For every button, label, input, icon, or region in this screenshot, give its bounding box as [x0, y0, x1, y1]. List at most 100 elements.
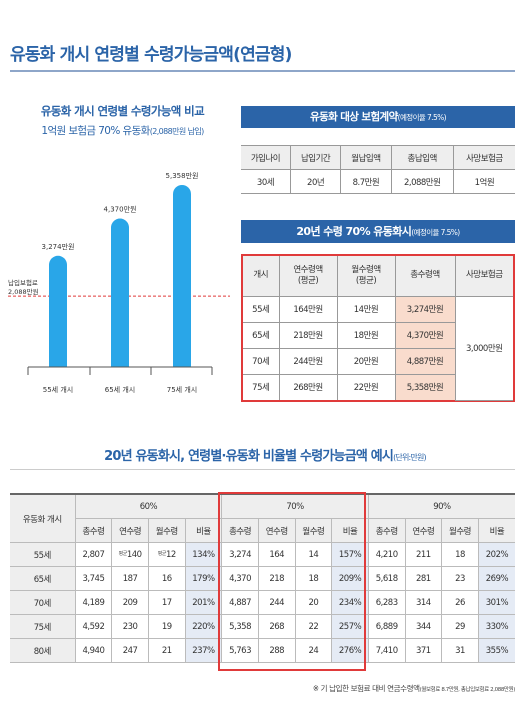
table-header-row: 개시 연수령액 (평균) 월수령액 (평균) 총수령액 사망보험금: [243, 256, 513, 297]
table-cell: 4,940: [74, 638, 113, 663]
age-cell: 55세: [10, 542, 76, 567]
group-header-70: 70%: [221, 494, 369, 519]
header-cell: 총수령액: [394, 256, 456, 297]
insurance-contract-banner-title: 유동화 대상 보험계약: [310, 111, 398, 123]
table-cell: 18: [294, 566, 333, 591]
reference-label: 납입보험료: [8, 278, 38, 287]
subheader-cell: 비율: [331, 518, 369, 543]
table-cell: 1억원: [452, 169, 515, 194]
table-cell: 244: [257, 590, 296, 615]
subheader-cell: 총수령: [221, 518, 259, 543]
table-cell: 257%: [331, 614, 369, 639]
liquidation-banner-rate: (예정이율 7.5%): [411, 228, 460, 237]
age-cell: 80세: [10, 638, 76, 663]
table-cell: 4,370만원: [394, 321, 455, 349]
age-cell: 65세: [10, 566, 76, 591]
table-cell: 5,763: [221, 638, 259, 663]
table-cell: 2,088만원: [390, 169, 454, 194]
example-table-unit: (단위:만원): [393, 453, 427, 462]
subheader-cell: 비율: [184, 518, 223, 543]
table-cell: 70세: [243, 347, 280, 375]
table-group-header-row: 유동화 개시 60% 70% 90%: [10, 494, 515, 543]
header-cell: 가입나이: [241, 145, 291, 170]
table-row: 75세 4,592 230 19 220% 5,358 268 22 257% 6,889 344 2…: [10, 614, 515, 639]
table-subheader-row: 총수령 연수령 월수령 비율 총수령 연수령 월수령 비율 총수령 연수령 월수령 비율: [10, 518, 515, 543]
table-cell: 4,189: [74, 590, 113, 615]
table-cell: 18: [441, 542, 479, 567]
table-cell: 234%: [331, 590, 369, 615]
table-cell: 281: [404, 566, 443, 591]
table-row: 55세 164만원 14만원 3,274만원 3,000만원: [243, 295, 513, 401]
table-cell: 276%: [331, 638, 369, 663]
table-cell: 355%: [477, 638, 515, 663]
table-cell: 2,807: [74, 542, 113, 567]
table-cell: 14: [294, 542, 333, 567]
bar: [111, 218, 129, 367]
insurance-contract-table: 가입나이 납입기간 월납입액 총납입액 사망보험금 30세 20년 8.7만원 …: [241, 145, 515, 194]
death-benefit-cell: 3,000만원: [454, 295, 513, 401]
table-cell: 4,210: [367, 542, 406, 567]
table-cell: 157%: [331, 542, 369, 567]
average-note: 평균: [118, 550, 128, 557]
bar-base: [173, 357, 191, 367]
table-cell: 237%: [184, 638, 223, 663]
table-row: 70세 4,189 209 17 201% 4,887 244 20 234% 6,283 314 2…: [10, 590, 515, 615]
table-header-row: 가입나이 납입기간 월납입액 총납입액 사망보험금: [241, 145, 515, 170]
table-cell: 17: [147, 590, 186, 615]
table-cell: 55세: [243, 295, 280, 323]
subheader-cell: 월수령: [294, 518, 333, 543]
bar-base: [111, 357, 129, 367]
reference-value-label: 2,088만원: [8, 287, 39, 296]
table-cell: 65세: [243, 321, 280, 349]
chart-title: 유동화 개시 연령별 수령가능액 비교: [40, 104, 205, 118]
age-cell: 75세: [10, 614, 76, 639]
liquidation-banner: 20년 수령 70% 유동화시(예정이율 7.5%): [241, 220, 515, 243]
subheader-cell: 월수령: [147, 518, 186, 543]
table-cell: 5,618: [367, 566, 406, 591]
table-cell: 230: [111, 614, 149, 639]
table-cell: 330%: [477, 614, 515, 639]
table-cell: 21: [147, 638, 186, 663]
header-cell: 사망보험금: [454, 256, 513, 297]
footnote: ※ 기 납입한 보험료 대비 연금수령액(월보험료 8.7만원, 총납입보험료 …: [260, 683, 516, 694]
table-cell: 평균12: [147, 542, 186, 567]
table-cell: 5,358: [221, 614, 259, 639]
category-label: 65세 개시: [105, 385, 135, 394]
table-cell: 23: [441, 566, 479, 591]
average-note: 평균: [157, 550, 167, 557]
example-table-title-main: 20년 유동화시, 연령별·유동화 비율별 수령가능금액 예시: [104, 449, 394, 464]
table-row: 65세 3,745 187 16 179% 4,370 218 18 209% 5,618 281 2…: [10, 566, 515, 591]
table-cell: 7,410: [367, 638, 406, 663]
table-cell: 16: [147, 566, 186, 591]
subheader-cell: 연수령: [111, 518, 149, 543]
table-row: 75세 268만원 22만원 5,358만원: [243, 373, 513, 400]
chart-subtitle-main: 1억원 보험금 70% 유동화: [41, 125, 150, 137]
table-cell: 8.7만원: [340, 169, 392, 194]
table-cell: 31: [441, 638, 479, 663]
table-cell: 201%: [184, 590, 223, 615]
category-label: 75세 개시: [167, 385, 197, 394]
cell-value: 140: [126, 549, 142, 560]
footnote-main: ※ 기 납입한 보험료 대비 연금수령액: [312, 684, 420, 693]
table-cell: 268: [257, 614, 296, 639]
table-cell: 218: [257, 566, 296, 591]
table-cell: 5,358만원: [394, 373, 455, 400]
table-cell: 6,889: [367, 614, 406, 639]
age-cell: 70세: [10, 590, 76, 615]
header-cell: 납입기간: [289, 145, 342, 170]
table-cell: 202%: [477, 542, 515, 567]
title-divider: [10, 70, 515, 72]
cell-value: 12: [165, 549, 176, 560]
table-cell: 314: [404, 590, 443, 615]
group-header-90: 90%: [367, 494, 515, 519]
table-cell: 3,274: [221, 542, 259, 567]
table-cell: 179%: [184, 566, 223, 591]
table-cell: 20: [294, 590, 333, 615]
insurance-contract-banner: 유동화 대상 보험계약(예정이율 7.5%): [241, 106, 515, 128]
table-cell: 6,283: [367, 590, 406, 615]
chart-subtitle-small: (2,088만원 납입): [149, 127, 205, 136]
table-cell: 14만원: [336, 295, 396, 323]
bar-value-label: 5,358만원: [166, 171, 199, 180]
table-cell: 4,592: [74, 614, 113, 639]
